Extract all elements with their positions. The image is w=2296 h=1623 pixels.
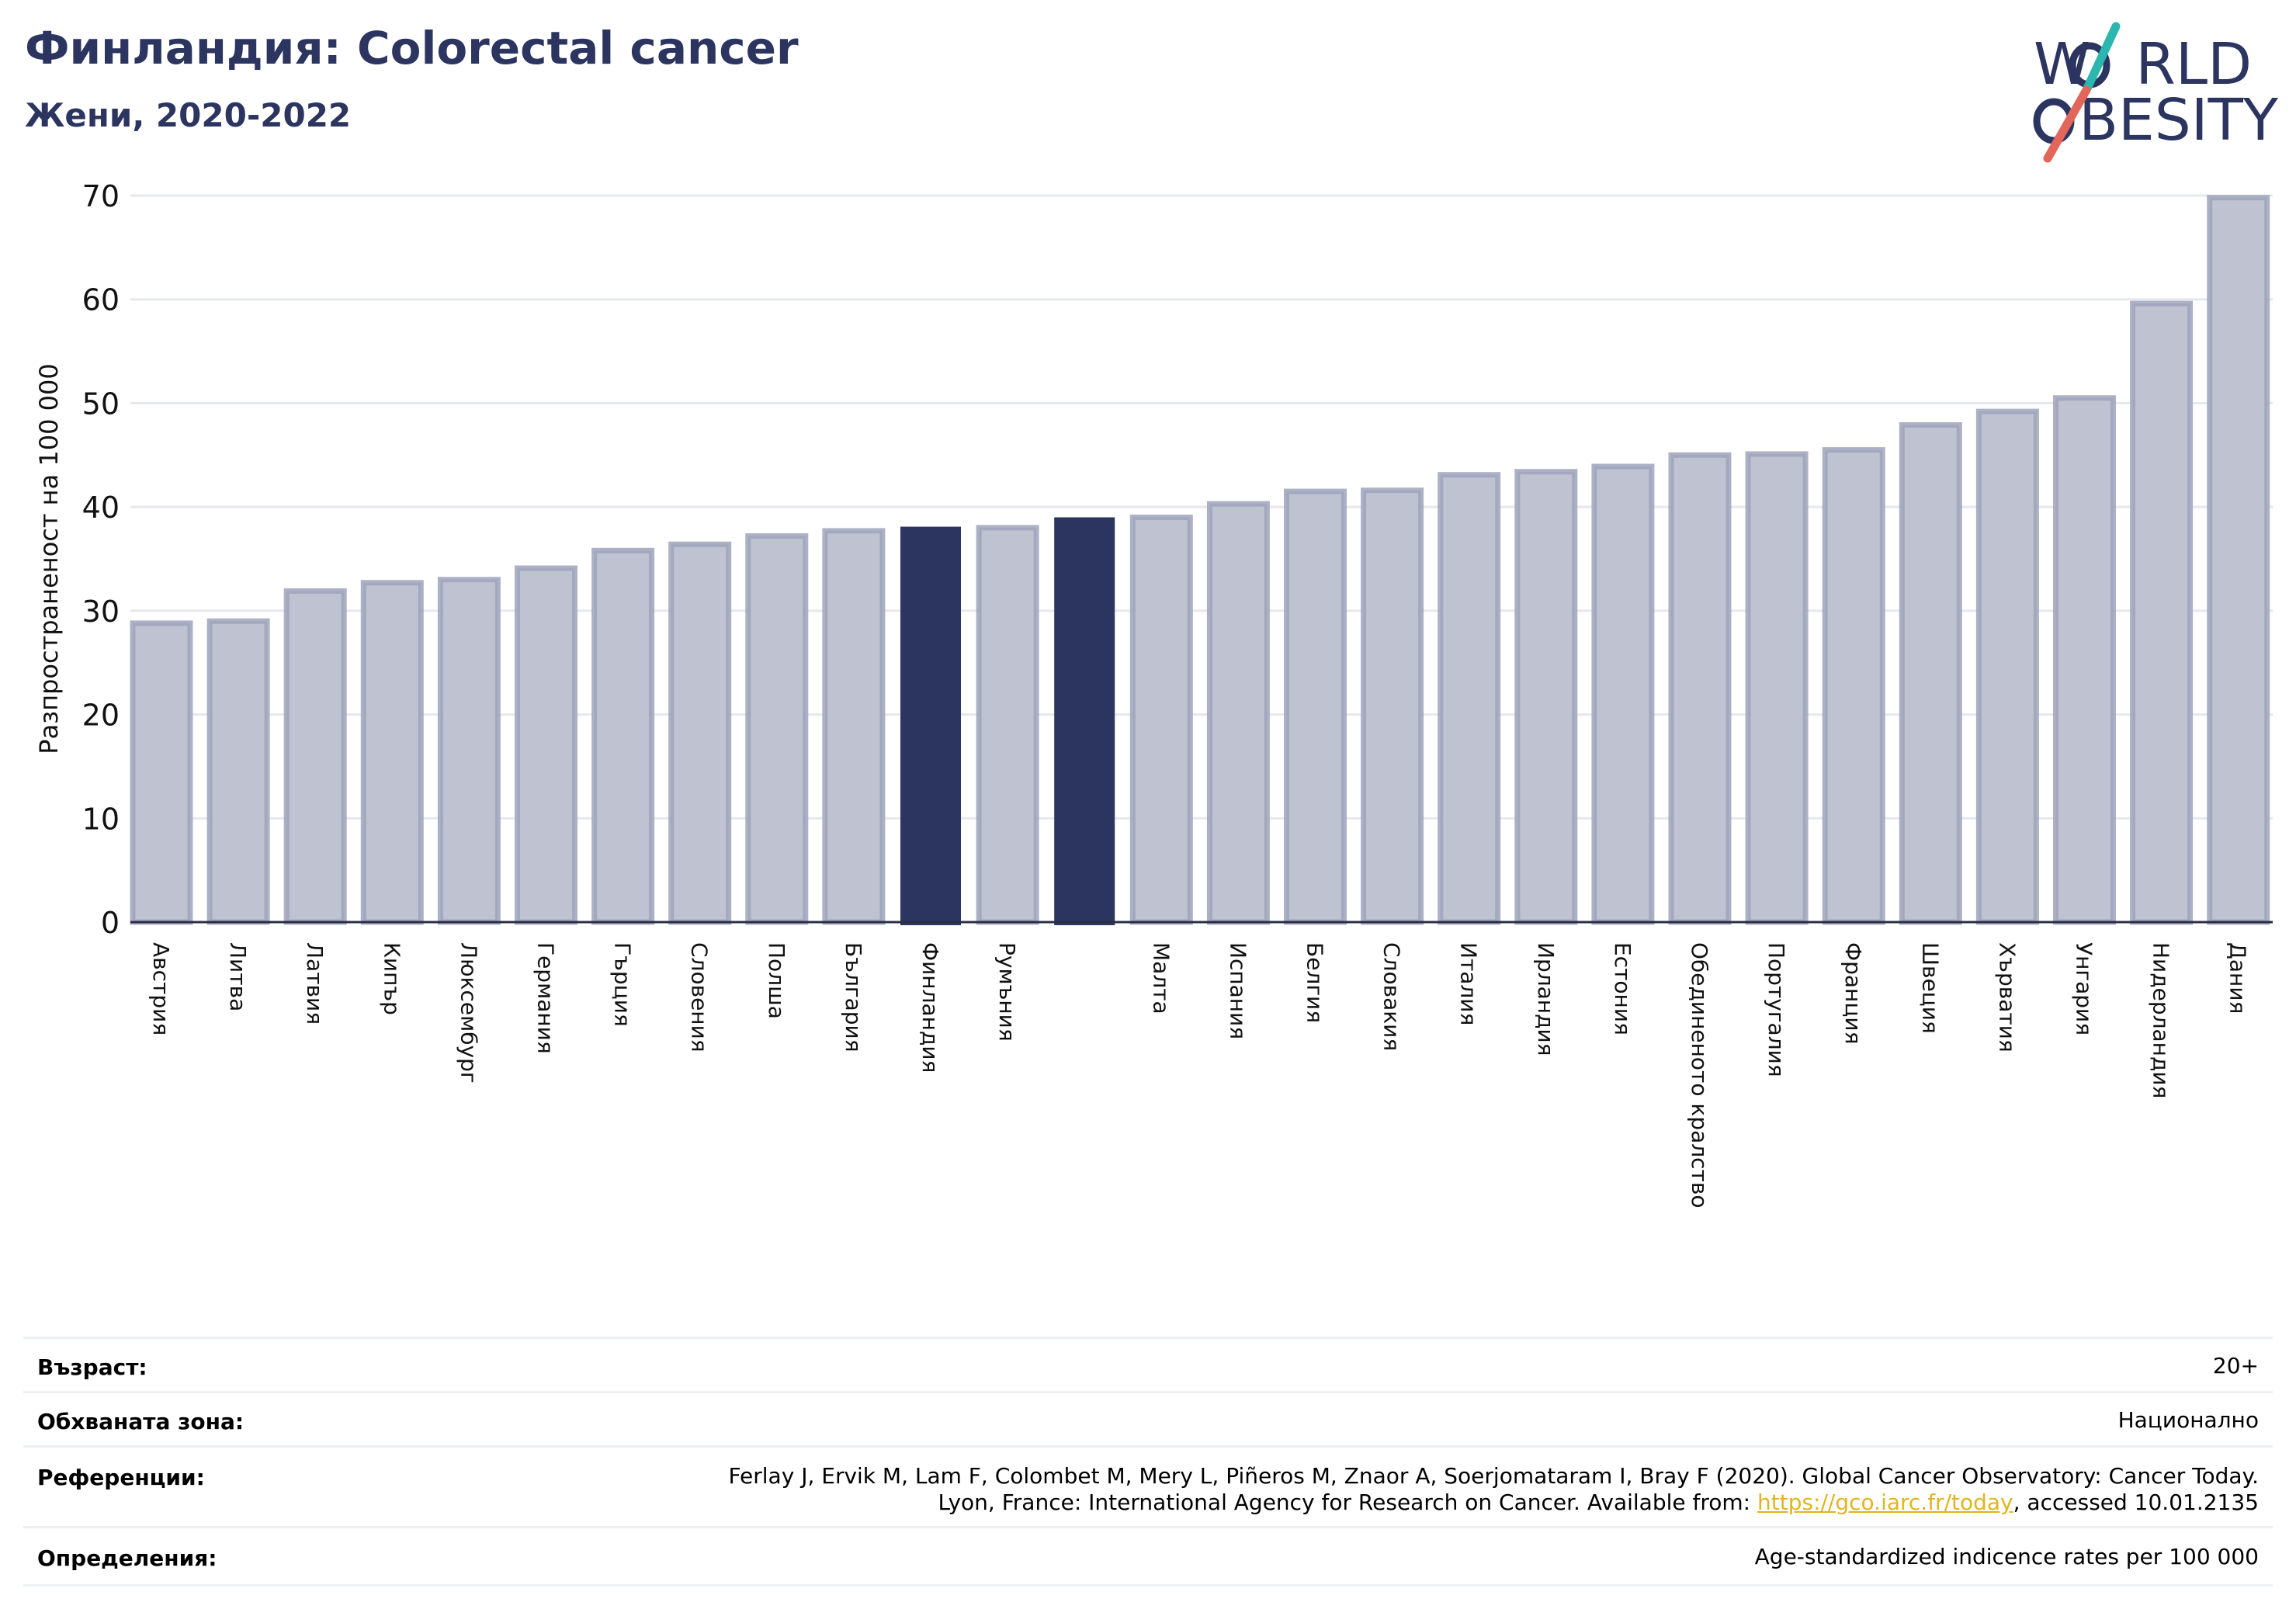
y-tick-label: 40: [82, 491, 120, 525]
bar: [206, 618, 270, 925]
meta-refs-line1: Ferlay J, Ervik M, Lam F, Colombet M, Me…: [728, 1463, 2259, 1489]
chart-title: Финландия: Colorectal cancer: [25, 22, 799, 75]
x-tick-label: Дания: [2225, 942, 2251, 1014]
bar: [1206, 501, 1270, 925]
bar: [1361, 487, 1424, 925]
logo-line2: OBESITY: [2034, 87, 2279, 154]
meta-zone-value: Национално: [2117, 1407, 2259, 1433]
bar: [745, 533, 809, 925]
x-tick-label: Люксембург: [456, 942, 481, 1084]
bar: [1591, 463, 1655, 925]
logo-line1: WORLD: [2034, 31, 2252, 98]
bar: [1822, 447, 1885, 925]
y-tick-label: 10: [82, 802, 120, 836]
logo-slash-teal: [2082, 22, 2121, 95]
bar: [2053, 395, 2116, 925]
x-tick-label: Кипър: [379, 942, 404, 1015]
bar: [283, 588, 347, 925]
bar: [976, 525, 1039, 925]
x-tick-label: Франция: [1840, 942, 1866, 1044]
meta-age-label: Възраст:: [37, 1354, 147, 1380]
meta-refs-line2-post: , accessed 10.01.2135: [2013, 1489, 2259, 1515]
x-tick-label: Австрия: [148, 942, 174, 1035]
x-tick-label: Естония: [1610, 942, 1635, 1035]
x-tick-label: Германия: [533, 942, 559, 1054]
bar: [1284, 488, 1347, 925]
bar: [1745, 451, 1809, 925]
x-tick-label: Белгия: [1302, 942, 1328, 1023]
world-obesity-logo: WORLD OBESITY: [2033, 22, 2279, 163]
chart-subtitle: Жени, 2020-2022: [25, 96, 352, 134]
bar-chart: 0 10 20 30 40 50 60 70 Разпространеност на 100 0…: [34, 179, 2273, 1208]
x-tick-label: Обединеното кралство: [1687, 942, 1712, 1208]
bar: [1975, 408, 2039, 925]
meta-refs-line2-pre: Lyon, France: International Agency for R…: [938, 1489, 1757, 1515]
y-tick-label: 50: [82, 387, 120, 421]
meta-defs-label: Определения:: [37, 1545, 217, 1571]
x-tick-label: Словения: [687, 942, 713, 1053]
meta-row-zone: Обхваната зона: Национално: [23, 1391, 2273, 1448]
x-tick-label: Полша: [764, 942, 789, 1019]
y-axis-label: Разпространеност на 100 000: [34, 363, 64, 754]
meta-row-refs: Референции: Ferlay J, Ervik M, Lam F, Co…: [23, 1445, 2273, 1528]
x-tick-label: Финландия: [917, 942, 943, 1073]
logo-slash-red: [2043, 85, 2091, 163]
meta-zone-label: Обхваната зона:: [37, 1409, 245, 1434]
y-tick-label: 30: [82, 595, 120, 629]
bar: [822, 528, 886, 925]
meta-defs-value: Age-standardized indicence rates per 100…: [1754, 1544, 2259, 1569]
bar: [437, 577, 501, 925]
bar: [1054, 517, 1115, 925]
x-tick-label: Италия: [1456, 942, 1482, 1025]
bar: [1438, 472, 1501, 925]
x-tick-label: Словакия: [1379, 942, 1405, 1051]
x-tick-label: Румъния: [994, 942, 1020, 1042]
y-tick-label: 60: [82, 283, 120, 317]
bar: [1899, 422, 1962, 925]
y-tick-label: 20: [82, 699, 120, 733]
bar: [1129, 515, 1193, 925]
x-tick-label: България: [841, 942, 866, 1053]
bar: [1668, 452, 1732, 925]
bar: [2130, 300, 2194, 925]
x-tick-label: Литва: [225, 942, 251, 1011]
y-tick-label: 70: [82, 179, 120, 213]
meta-refs-label: Референции:: [37, 1465, 205, 1490]
x-tick-label: Испания: [1225, 942, 1250, 1039]
x-tick-label: Швеция: [1917, 942, 1943, 1034]
meta-refs-line2: Lyon, France: International Agency for R…: [728, 1489, 2259, 1516]
x-tick-label: Малта: [1148, 942, 1174, 1014]
bar: [515, 565, 577, 925]
gco-link[interactable]: https://gco.iarc.fr/today: [1757, 1489, 2013, 1515]
x-tick-label: Хърватия: [1994, 942, 2020, 1053]
bar: [360, 580, 424, 925]
meta-refs-value: Ferlay J, Ervik M, Lam F, Colombet M, Me…: [728, 1463, 2259, 1516]
bar: [130, 620, 193, 925]
x-tick-label: Ирландия: [1533, 942, 1559, 1056]
bar: [2207, 195, 2270, 925]
x-tick-label: Гърция: [610, 942, 636, 1027]
x-tick-label: Латвия: [302, 942, 328, 1025]
x-tick-label: Унгария: [2072, 942, 2097, 1035]
meta-age-value: 20+: [2212, 1353, 2259, 1379]
y-tick-label: 0: [101, 906, 120, 940]
bar: [668, 541, 732, 925]
x-tick-label: Нидерландия: [2149, 942, 2174, 1098]
bar: [1514, 469, 1578, 925]
meta-row-defs: Определения: Age-standardized indicence …: [23, 1526, 2273, 1587]
x-tick-label: Португалия: [1764, 942, 1789, 1077]
bar: [591, 547, 655, 925]
bar: [900, 526, 961, 925]
meta-row-age: Възраст: 20+: [23, 1337, 2273, 1393]
